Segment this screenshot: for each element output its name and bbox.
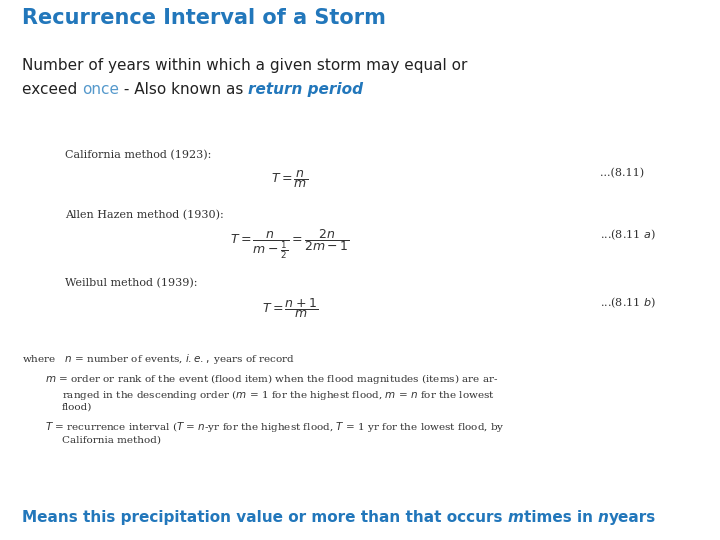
Text: where   $n$ = number of events, $i.e.,$ years of record: where $n$ = number of events, $i.e.,$ ye… [22,352,295,366]
Text: Recurrence Interval of a Storm: Recurrence Interval of a Storm [22,8,386,28]
Text: once: once [82,82,119,97]
Text: years: years [608,510,656,525]
Text: ...(8.11 $b$): ...(8.11 $b$) [600,296,656,310]
Text: California method (1923):: California method (1923): [65,150,212,160]
Text: - Also known as: - Also known as [119,82,248,97]
Text: $T$ = recurrence interval ($T$ = $n$-yr for the highest flood, $T$ = 1 yr for th: $T$ = recurrence interval ($T$ = $n$-yr … [45,420,505,434]
Text: $T = \dfrac{n}{m - \frac{1}{2}} = \dfrac{2n}{2m-1}$: $T = \dfrac{n}{m - \frac{1}{2}} = \dfrac… [230,228,350,261]
Text: return period: return period [248,82,364,97]
Text: Allen Hazen method (1930):: Allen Hazen method (1930): [65,210,224,220]
Text: Number of years within which a given storm may equal or: Number of years within which a given sto… [22,58,467,73]
Text: exceed: exceed [22,82,82,97]
Text: $m$ = order or rank of the event (flood item) when the flood magnitudes (items) : $m$ = order or rank of the event (flood … [45,372,498,386]
Text: $T = \dfrac{n+1}{m}$: $T = \dfrac{n+1}{m}$ [262,296,318,320]
Text: ...(8.11 $a$): ...(8.11 $a$) [600,228,656,242]
Text: flood): flood) [62,403,92,412]
Text: California method): California method) [62,436,161,445]
Text: $T = \dfrac{n}{m}$: $T = \dfrac{n}{m}$ [271,168,309,190]
Text: times in: times in [523,510,598,525]
Text: n: n [598,510,608,525]
Text: ...(8.11): ...(8.11) [600,168,644,178]
Text: ranged in the descending order ($m$ = 1 for the highest flood, $m$ = $n$ for the: ranged in the descending order ($m$ = 1 … [62,388,495,402]
Text: m: m [508,510,523,525]
Text: Means this precipitation value or more than that occurs: Means this precipitation value or more t… [22,510,508,525]
Text: Weilbul method (1939):: Weilbul method (1939): [65,278,197,288]
